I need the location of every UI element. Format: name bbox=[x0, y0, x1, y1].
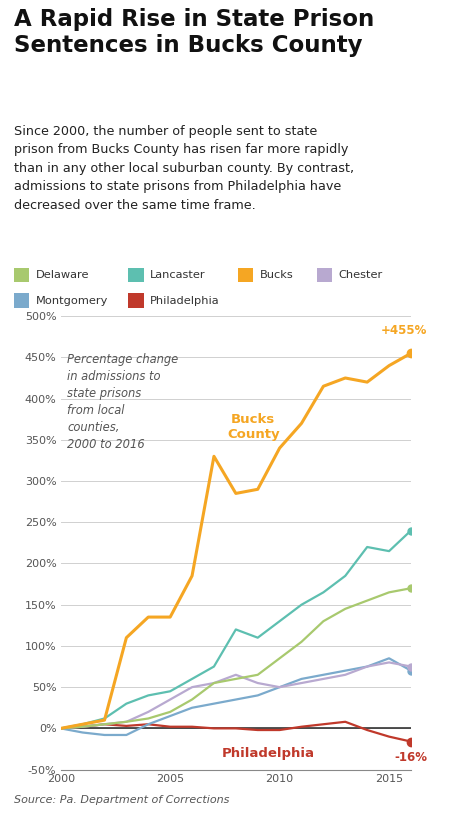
Text: Chester: Chester bbox=[339, 270, 383, 280]
Text: Percentage change
in admissions to
state prisons
from local
counties,
2000 to 20: Percentage change in admissions to state… bbox=[67, 354, 178, 451]
Bar bbox=[128, 268, 143, 282]
Text: -16%: -16% bbox=[395, 751, 427, 765]
Bar bbox=[14, 294, 29, 308]
Text: Montgomery: Montgomery bbox=[36, 295, 108, 305]
Bar bbox=[317, 268, 333, 282]
Text: Source: Pa. Department of Corrections: Source: Pa. Department of Corrections bbox=[14, 795, 229, 805]
Text: Bucks
County: Bucks County bbox=[227, 414, 280, 442]
Bar bbox=[128, 294, 143, 308]
Text: +455%: +455% bbox=[381, 324, 428, 337]
Text: Lancaster: Lancaster bbox=[150, 270, 206, 280]
Text: Delaware: Delaware bbox=[36, 270, 90, 280]
Text: Philadelphia: Philadelphia bbox=[222, 746, 315, 760]
Text: Bucks: Bucks bbox=[260, 270, 294, 280]
Bar bbox=[238, 268, 253, 282]
Bar bbox=[14, 268, 29, 282]
Text: A Rapid Rise in State Prison
Sentences in Bucks County: A Rapid Rise in State Prison Sentences i… bbox=[14, 8, 374, 57]
Text: Philadelphia: Philadelphia bbox=[150, 295, 219, 305]
Text: Since 2000, the number of people sent to state
prison from Bucks County has rise: Since 2000, the number of people sent to… bbox=[14, 125, 354, 212]
